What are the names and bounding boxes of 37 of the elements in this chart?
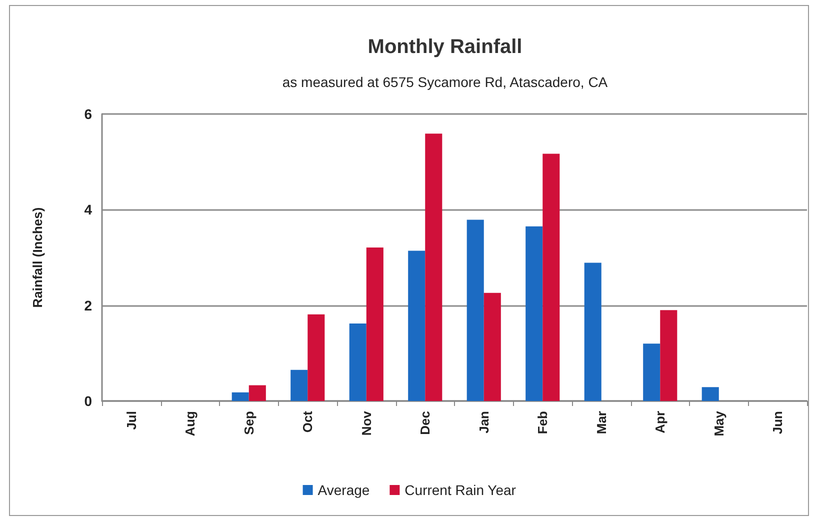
y-tick-label: 0 [84, 393, 92, 409]
x-tick-label: Nov [358, 410, 374, 436]
y-tick-label: 6 [84, 106, 92, 122]
bar [702, 387, 719, 401]
legend-label: Current Rain Year [404, 482, 516, 498]
bar [232, 392, 249, 401]
x-tick-label: Feb [535, 410, 550, 434]
bar [466, 220, 484, 401]
bar [526, 226, 543, 401]
x-tick-label: Jun [770, 410, 786, 434]
bar [290, 370, 308, 401]
bar [366, 247, 384, 401]
bar [542, 154, 560, 401]
x-tick-label: Sep [241, 410, 256, 435]
bar [425, 134, 442, 401]
x-tick-label: Dec [418, 411, 433, 435]
x-tick-label: Aug [182, 410, 198, 436]
bar [643, 344, 660, 401]
bar [248, 385, 266, 401]
y-axis-title: Rainfall (Inches) [30, 207, 45, 308]
bar [349, 324, 366, 401]
x-tick-label: Apr [652, 411, 668, 434]
x-tick-label: Mar [594, 411, 609, 434]
bar [484, 292, 501, 401]
legend-label: Average [318, 482, 370, 498]
y-tick-label: 2 [84, 297, 92, 314]
y-tick-label: 4 [84, 202, 92, 218]
bar [408, 250, 426, 401]
chart-title: Monthly Rainfall [368, 36, 522, 58]
x-tick-label: Jul [124, 411, 139, 430]
bar [660, 310, 678, 401]
chart-subtitle: as measured at 6575 Sycamore Rd, Atascadero, CA [282, 74, 608, 90]
x-tick-label: May [711, 410, 726, 436]
bar [584, 262, 602, 401]
bar [308, 314, 325, 401]
x-tick-label: Oct [300, 410, 316, 433]
x-tick-label: Jan [476, 410, 492, 434]
